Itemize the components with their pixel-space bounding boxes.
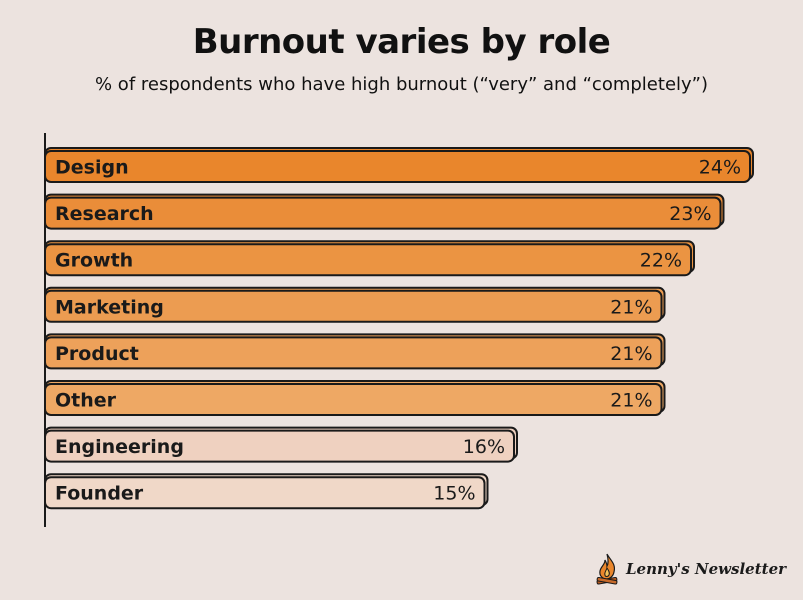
bar-founder — [44, 476, 486, 510]
bar-research — [44, 196, 722, 230]
bar-value-label: 21% — [610, 296, 652, 318]
bar-label: Other — [55, 390, 117, 412]
bars-group: Design 24% Research 23% Growth 22% Marketing 21… — [44, 147, 754, 510]
bar-value-label: 15% — [433, 483, 475, 505]
bar-value-label: 23% — [669, 203, 711, 225]
bar-other — [44, 383, 663, 416]
bar-label: Product — [55, 343, 139, 365]
bar-value-label: 24% — [699, 157, 741, 179]
bar-label: Research — [55, 203, 154, 225]
chart-subtitle: % of respondents who have high burnout (… — [94, 74, 709, 95]
bar-engineering — [44, 429, 515, 463]
bar-label: Marketing — [55, 296, 164, 318]
bar-label: Growth — [55, 250, 133, 272]
bar-growth — [44, 243, 692, 277]
bar-product — [44, 336, 663, 370]
brand-logo: Lenny's Newsletter — [594, 551, 786, 587]
bar-marketing — [44, 289, 663, 323]
chart-title: Burnout varies by role — [192, 22, 611, 62]
bar-label: Founder — [55, 483, 144, 505]
bar-value-label: 16% — [463, 436, 505, 458]
campfire-icon — [596, 553, 618, 585]
bar-value-label: 21% — [610, 343, 652, 365]
bar-value-label: 21% — [610, 390, 652, 412]
brand-name: Lenny's Newsletter — [626, 560, 787, 578]
bar-design — [44, 150, 751, 183]
bar-value-label: 22% — [640, 250, 682, 272]
bar-label: Design — [55, 157, 129, 179]
bar-label: Engineering — [55, 436, 184, 458]
